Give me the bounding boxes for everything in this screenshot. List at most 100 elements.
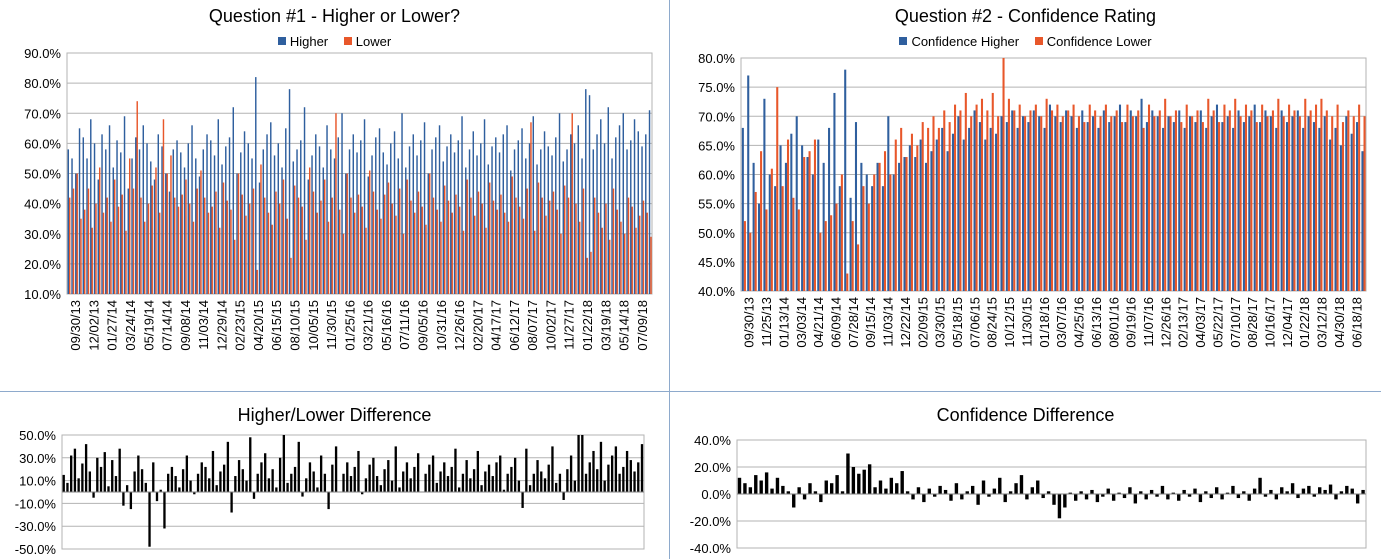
- bar: [131, 158, 133, 294]
- legend-label-lower: Lower: [355, 34, 392, 49]
- bar: [1263, 494, 1268, 497]
- bar: [114, 476, 118, 492]
- x-tick-label: 12/04/17: [1280, 297, 1295, 348]
- bar: [1052, 494, 1056, 505]
- bar: [624, 233, 626, 294]
- bar: [551, 446, 554, 492]
- bar: [219, 227, 221, 294]
- x-tick-label: 07/14/14: [160, 300, 175, 351]
- x-tick-label: 04/17/17: [489, 300, 504, 351]
- bar: [803, 157, 806, 291]
- bar: [1145, 122, 1148, 291]
- bar: [1083, 122, 1086, 291]
- bar: [817, 139, 820, 291]
- bar: [808, 483, 812, 494]
- bar: [189, 480, 192, 492]
- bar: [536, 460, 539, 492]
- bar: [775, 477, 780, 494]
- bar: [196, 188, 198, 294]
- bar: [1247, 494, 1251, 501]
- bar: [279, 203, 281, 295]
- bar: [530, 122, 532, 294]
- bar: [1201, 122, 1204, 291]
- bar: [1296, 110, 1299, 292]
- bar: [196, 473, 200, 492]
- bar: [1169, 116, 1172, 291]
- bar: [440, 221, 442, 294]
- bar: [1275, 127, 1278, 292]
- bar: [797, 209, 800, 291]
- bar: [1118, 104, 1122, 291]
- bar: [502, 134, 504, 294]
- bar: [1264, 110, 1267, 292]
- bar: [975, 104, 978, 291]
- bar: [943, 110, 946, 292]
- bar: [383, 469, 386, 492]
- bar: [1242, 491, 1246, 494]
- bar: [566, 149, 568, 294]
- bar: [414, 212, 416, 294]
- bar: [395, 215, 397, 294]
- y-tick-label: 65.0%: [698, 138, 735, 153]
- bar: [867, 464, 872, 494]
- bar: [159, 489, 162, 492]
- y-tick-label: 0.0%: [701, 487, 731, 502]
- bar: [927, 127, 930, 292]
- bar: [480, 143, 482, 295]
- x-tick-label: 01/13/14: [776, 297, 791, 348]
- bar: [596, 469, 599, 492]
- legend-swatch-lower: [343, 37, 352, 45]
- x-tick-label: 06/12/17: [507, 300, 522, 351]
- bar: [1266, 116, 1269, 291]
- bar: [618, 125, 621, 294]
- x-tick-label: 11/30/15: [1019, 297, 1034, 347]
- bar: [951, 133, 955, 291]
- bar: [103, 452, 106, 492]
- bar: [981, 480, 986, 494]
- x-tick-label: 01/22/18: [1297, 297, 1312, 348]
- bar: [1183, 127, 1186, 292]
- bar: [573, 480, 577, 492]
- bar: [1084, 494, 1089, 500]
- bar: [483, 119, 486, 295]
- bar: [1131, 116, 1134, 291]
- bar: [556, 209, 558, 294]
- bar: [290, 257, 292, 294]
- chart-plot: 50.0% 30.0% 10.0% -10.0% -30.0% -50.0%: [15, 428, 645, 557]
- bar: [72, 188, 75, 294]
- bar: [249, 437, 252, 492]
- bar: [252, 188, 255, 294]
- bar: [573, 143, 576, 295]
- bar: [337, 137, 339, 294]
- bar: [1334, 494, 1338, 500]
- bar: [1347, 110, 1350, 292]
- bar: [341, 113, 343, 294]
- bar: [1242, 122, 1245, 291]
- y-tick-label: -30.0%: [15, 519, 57, 534]
- bar: [1356, 122, 1359, 291]
- y-tick-label: -20.0%: [690, 514, 732, 529]
- bar: [230, 209, 232, 294]
- bar: [348, 149, 351, 294]
- bar: [436, 209, 438, 294]
- bar: [543, 131, 546, 294]
- y-tick-label: -40.0%: [690, 541, 732, 556]
- bar: [226, 441, 230, 492]
- bar: [1158, 110, 1161, 292]
- x-tick-label: 03/03/14: [794, 297, 809, 348]
- bar: [487, 164, 489, 294]
- bar: [271, 224, 273, 294]
- bar: [1166, 494, 1170, 500]
- bar: [989, 127, 992, 292]
- bar: [774, 186, 777, 291]
- bar: [995, 133, 998, 291]
- bar: [555, 482, 558, 492]
- bar: [86, 158, 88, 294]
- bar: [513, 457, 517, 492]
- bar: [571, 113, 573, 294]
- bar: [1334, 127, 1337, 292]
- chart-higher-lower-difference: Higher/Lower Difference 50.0% 30.0% 10.0% -…: [0, 392, 669, 559]
- bar: [431, 149, 433, 294]
- bar: [147, 203, 150, 295]
- bar: [296, 149, 298, 294]
